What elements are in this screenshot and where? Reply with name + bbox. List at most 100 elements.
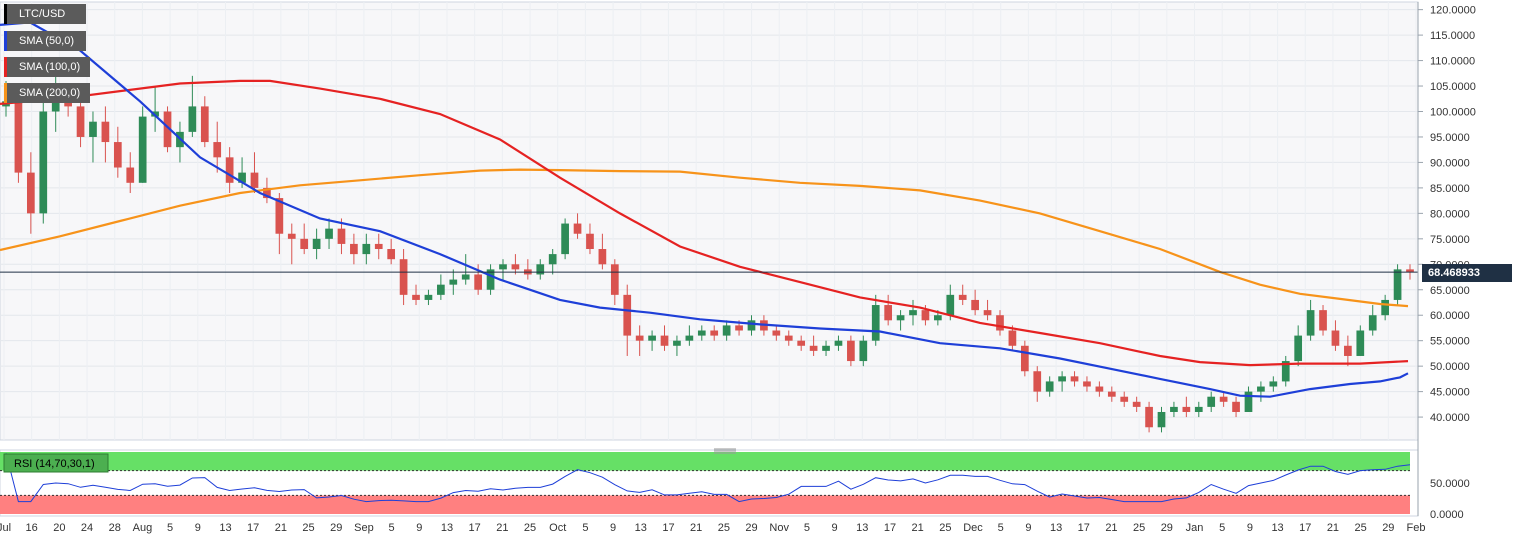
candle-body [250, 172, 259, 188]
date-tick-label: Jul [0, 522, 11, 534]
sma100-line [0, 79, 1409, 367]
price-tick-label: 60.0000 [1430, 310, 1470, 322]
date-tick-label: 25 [1355, 522, 1367, 534]
date-tick-label: 29 [745, 522, 757, 534]
candle-body [350, 243, 358, 255]
candle-body [623, 294, 632, 336]
date-tick-label: Feb [1407, 522, 1426, 534]
candle-body [1281, 361, 1290, 382]
candle-body [921, 310, 930, 321]
date-tick-label: 17 [1299, 522, 1311, 534]
price-tick-label: 90.0000 [1430, 157, 1470, 169]
candle-body [412, 294, 420, 300]
rsi-oversold-zone [0, 495, 1410, 514]
date-tick-label: 13 [219, 522, 231, 534]
candle-body [89, 121, 97, 137]
date-tick-label: 9 [1247, 522, 1253, 534]
date-tick-label: 21 [1327, 522, 1339, 534]
date-tick-label: Aug [133, 522, 153, 534]
candle-body [909, 310, 917, 316]
candle-body [1406, 269, 1414, 273]
candle-body [1207, 396, 1216, 407]
price-tick-label: 115.0000 [1430, 30, 1475, 42]
candle-body [834, 340, 843, 346]
candle-body [337, 228, 346, 244]
candle-body [884, 305, 893, 321]
price-tick-label: 105.0000 [1430, 81, 1476, 93]
candle-body [1356, 330, 1365, 356]
candle-body [163, 111, 172, 148]
candle-body [896, 315, 905, 321]
main-plot-area [0, 1, 1419, 441]
candle-body [1306, 310, 1315, 336]
candle-body [847, 340, 855, 362]
candle-body [300, 238, 309, 250]
candle-body [1319, 310, 1327, 331]
candle-body [1344, 345, 1352, 356]
date-tick-label: 29 [330, 522, 342, 534]
symbol-label: LTC/USD [19, 8, 66, 20]
candle-body [1008, 330, 1017, 346]
symbol-legend[interactable]: LTC/USD [4, 4, 86, 24]
candle-body [971, 299, 979, 311]
candle-body [1219, 396, 1228, 402]
candle-body [1120, 396, 1129, 402]
candle-body [39, 111, 48, 214]
sma100-legend[interactable]: SMA (100,0) [4, 57, 90, 77]
candle-body [1170, 406, 1178, 412]
sma50-legend[interactable]: SMA (50,0) [4, 31, 86, 51]
candle-body [1368, 315, 1377, 331]
candle-body [374, 243, 383, 250]
candle-body [685, 335, 694, 341]
date-tick-label: 25 [1133, 522, 1145, 534]
candle-body [14, 101, 23, 173]
candle-body [797, 340, 806, 346]
candle-body [1232, 401, 1240, 412]
candle-body [772, 330, 781, 336]
date-tick-label: 20 [53, 522, 65, 534]
candle-body [809, 345, 818, 351]
sma200-legend[interactable]: SMA (200,0) [4, 83, 90, 103]
candle-body [1132, 401, 1141, 407]
candle-body [325, 228, 333, 239]
candle-body [946, 294, 955, 316]
candle-body [784, 335, 793, 341]
candle-body [64, 101, 72, 107]
pane-resize-handle[interactable] [714, 441, 736, 454]
date-tick-label: 25 [718, 522, 730, 534]
date-tick-label: 17 [247, 522, 259, 534]
candle-body [722, 325, 731, 336]
candle-body [573, 223, 582, 234]
candle-body [1294, 335, 1303, 362]
date-tick-label: 17 [662, 522, 674, 534]
price-tick-label: 80.0000 [1430, 208, 1470, 220]
candle-body [1194, 406, 1203, 412]
candle-body [238, 172, 246, 183]
date-tick-label: 17 [1078, 522, 1090, 534]
date-tick-label: 29 [1382, 522, 1394, 534]
price-tick-label: 65.0000 [1430, 285, 1470, 297]
candle-body [499, 264, 507, 270]
candle-body [610, 264, 619, 295]
candle-body [449, 279, 458, 285]
candle-body [958, 294, 967, 300]
candle-body [263, 187, 271, 199]
date-tick-label: 21 [690, 522, 702, 534]
candle-body [536, 264, 545, 275]
date-tick-label: 9 [1025, 522, 1031, 534]
candle-body [113, 142, 122, 168]
candle-body [437, 284, 445, 295]
date-tick-label: Nov [769, 522, 789, 534]
sma50-line [0, 21, 1409, 398]
candle-body [225, 157, 234, 183]
candle-body [822, 345, 830, 351]
candle-body [871, 305, 880, 341]
candle-body [586, 233, 594, 250]
date-tick-label: 9 [610, 522, 616, 534]
candle-body [1083, 381, 1091, 387]
date-tick-label: Sep [354, 522, 374, 534]
date-tick-label: 9 [832, 522, 838, 534]
candle-body [934, 315, 942, 321]
candle-body [1058, 376, 1066, 382]
